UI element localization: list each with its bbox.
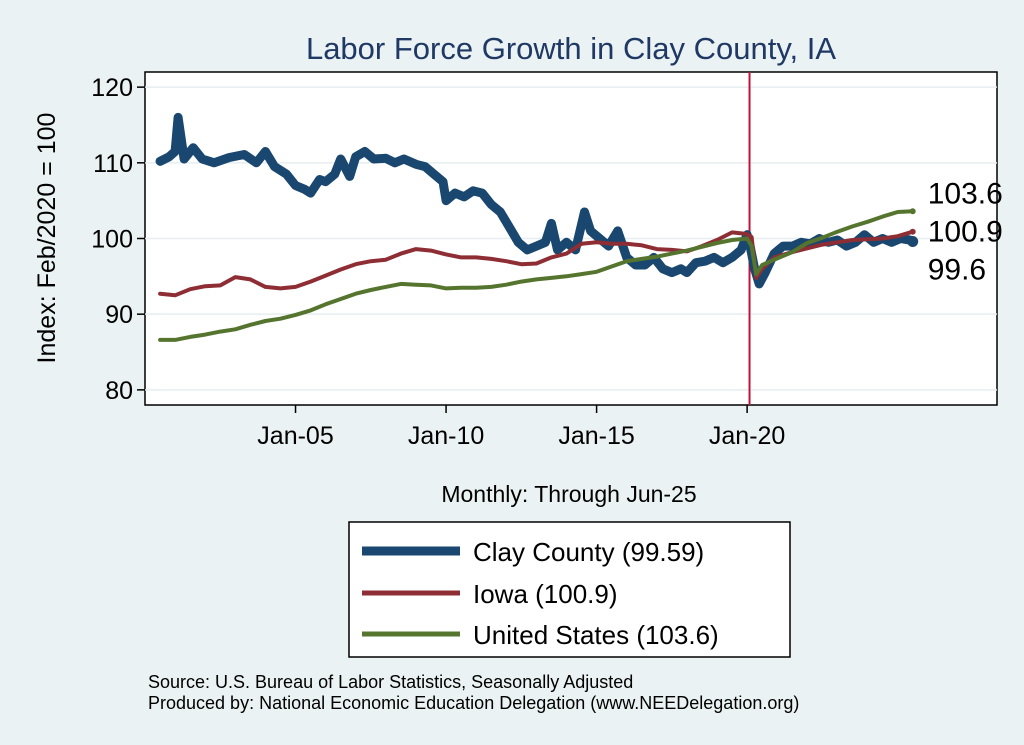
y-tick-label-120: 120 [91,74,133,102]
legend: Clay County (99.59) Iowa (100.9) United … [348,521,791,658]
end-label-united-states: 103.6 [928,177,1003,210]
y-tick-label-110: 110 [93,150,133,178]
series-end-point-united-states [909,208,916,215]
y-tick-label-80: 80 [105,377,133,405]
legend-label-clay-county: Clay County (99.59) [473,537,704,567]
y-axis-title: Index: Feb/2020 = 100 [33,113,61,364]
end-label-clay-county: 99.6 [928,254,986,287]
y-axis: 80 90 100 110 120 [91,74,145,405]
legend-label-iowa: Iowa (100.9) [473,579,618,609]
source-note: Source: U.S. Bureau of Labor Statistics,… [148,672,633,692]
producer-note: Produced by: National Economic Education… [148,693,799,713]
y-tick-label-100: 100 [91,226,133,254]
series-line-united-states [158,209,915,342]
series-end-point-iowa [909,228,916,235]
chart-title: Labor Force Growth in Clay County, IA [306,31,836,66]
series-layer [155,112,919,342]
end-labels: 99.6 100.9 103.6 [928,177,1003,286]
series-line-clay-county [155,112,918,289]
gridlines [145,86,997,391]
legend-label-united-states: United States (103.6) [473,620,719,650]
series-end-point-clay-county [907,236,919,248]
x-tick-label-jan-10: Jan-10 [408,422,484,450]
y-tick-label-90: 90 [105,301,133,329]
x-tick-label-jan-20: Jan-20 [709,422,785,450]
end-label-iowa: 100.9 [928,216,1003,249]
x-axis: Jan-05 Jan-10 Jan-15 Jan-20 [257,405,785,450]
x-axis-title: Monthly: Through Jun-25 [441,481,696,507]
x-tick-label-jan-05: Jan-05 [257,422,333,450]
x-tick-label-jan-15: Jan-15 [558,422,634,450]
